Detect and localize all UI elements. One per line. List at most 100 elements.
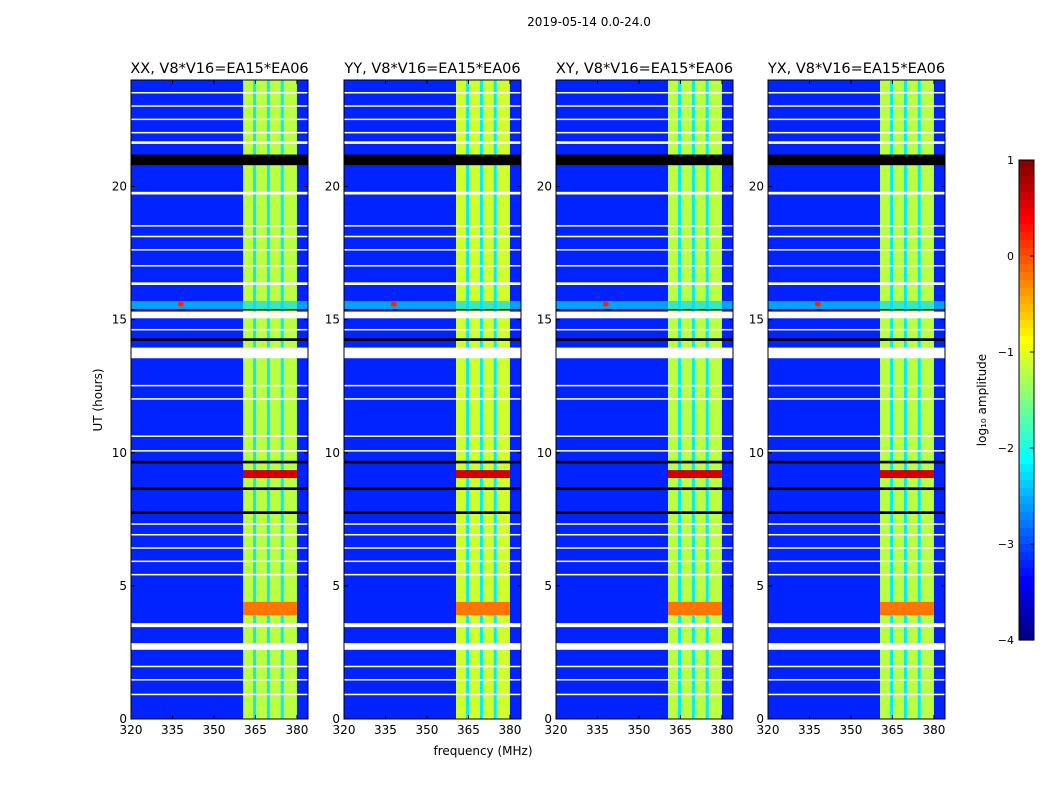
- colorbar-frame: [1018, 159, 1035, 641]
- colorbar-segment: [1019, 488, 1034, 497]
- flagged-row: [344, 105, 521, 107]
- colorbar-segment: [1019, 304, 1034, 313]
- flagged-row: [344, 347, 521, 359]
- x-tick-label: 365: [881, 723, 904, 737]
- flagged-row: [768, 347, 945, 359]
- x-tick-label: 365: [244, 723, 267, 737]
- colorbar-segment: [1019, 520, 1034, 529]
- flagged-row: [344, 235, 521, 238]
- rfi-spike: [390, 300, 397, 307]
- flagged-row: [344, 131, 521, 134]
- colorbar-segment: [1019, 192, 1034, 201]
- dark-row: [556, 338, 733, 341]
- colorbar-segment: [1019, 408, 1034, 417]
- flagged-row: [131, 693, 308, 696]
- flagged-row: [344, 91, 521, 94]
- flagged-row: [556, 328, 733, 331]
- flagged-row: [131, 560, 308, 563]
- dark-row: [344, 154, 521, 166]
- flagged-row: [131, 282, 308, 286]
- x-tick-label: 350: [203, 723, 226, 737]
- panel-1: YY, V8*V16=EA15*EA06 320 335 350 365 380 0 5 10 1…: [325, 61, 522, 737]
- flagged-row: [556, 282, 733, 286]
- flagged-row: [131, 249, 308, 251]
- y-tick-label: 0: [332, 712, 340, 726]
- rfi-spike: [602, 300, 609, 307]
- colorbar-segment: [1019, 616, 1034, 625]
- flagged-row: [556, 693, 733, 696]
- flagged-row: [768, 249, 945, 251]
- x-tick-label: 380: [710, 723, 733, 737]
- dark-row: [131, 511, 308, 514]
- colorbar-segment: [1019, 216, 1034, 225]
- panel-2: XY, V8*V16=EA15*EA06 320 335 350 365 380 0 5 10 1…: [537, 61, 734, 737]
- panel-frame: [555, 79, 734, 720]
- y-tick-label: 20: [112, 180, 127, 194]
- hot-row: [243, 470, 297, 479]
- y-axis-label: UT (hours): [91, 368, 105, 431]
- y-tick-label: 10: [325, 446, 340, 460]
- flagged-row: [131, 523, 308, 525]
- colorbar-segment: [1019, 608, 1034, 617]
- dark-row: [556, 154, 733, 166]
- x-tick-label: 365: [669, 723, 692, 737]
- y-tick-label: 10: [112, 446, 127, 460]
- colorbar-segment: [1019, 288, 1034, 297]
- x-tick-label: 335: [798, 723, 821, 737]
- colorbar-segment: [1019, 624, 1034, 633]
- flagged-row: [556, 450, 733, 452]
- colorbar-tick-label: −4: [998, 634, 1014, 647]
- hot-row: [880, 601, 934, 616]
- flagged-row: [344, 282, 521, 286]
- colorbar-segment: [1019, 584, 1034, 593]
- flagged-row: [556, 435, 733, 437]
- flagged-row: [344, 523, 521, 525]
- colorbar-segment: [1019, 560, 1034, 569]
- flagged-row: [556, 384, 733, 387]
- flagged-row: [131, 435, 308, 437]
- hot-row: [668, 470, 722, 479]
- colorbar-segment: [1019, 536, 1034, 545]
- colorbar-segment: [1019, 552, 1034, 561]
- x-tick-label: 380: [285, 723, 308, 737]
- flagged-row: [131, 118, 308, 121]
- flagged-row: [768, 384, 945, 387]
- colorbar-segment: [1019, 472, 1034, 481]
- flagged-row: [768, 533, 945, 536]
- colorbar-tick-label: 1: [1007, 154, 1014, 167]
- colorbar-segment: [1019, 568, 1034, 577]
- panel-title: YY, V8*V16=EA15*EA06: [343, 61, 520, 77]
- flagged-row: [344, 679, 521, 681]
- hot-row: [456, 601, 510, 616]
- flagged-row: [768, 265, 945, 267]
- x-tick-label: 335: [586, 723, 609, 737]
- flagged-row: [556, 398, 733, 400]
- flagged-row: [556, 679, 733, 681]
- flagged-row: [556, 523, 733, 525]
- flagged-row: [131, 450, 308, 452]
- dark-row: [768, 460, 945, 464]
- colorbar-segment: [1019, 200, 1034, 209]
- flagged-row: [131, 665, 308, 668]
- y-tick-label: 15: [537, 313, 552, 327]
- hot-row: [456, 470, 510, 479]
- colorbar-segment: [1019, 224, 1034, 233]
- colorbar-segment: [1019, 312, 1034, 321]
- flagged-row: [131, 235, 308, 238]
- flagged-row: [131, 105, 308, 107]
- colorbar-segment: [1019, 480, 1034, 489]
- flagged-row: [344, 141, 521, 144]
- flagged-row: [768, 547, 945, 549]
- dark-row: [344, 460, 521, 464]
- x-tick-label: 350: [628, 723, 651, 737]
- flagged-row: [344, 435, 521, 437]
- flagged-row: [556, 547, 733, 549]
- y-tick-label: 10: [537, 446, 552, 460]
- y-tick-label: 15: [749, 313, 764, 327]
- y-tick-label: 5: [332, 579, 340, 593]
- y-tick-label: 0: [756, 712, 764, 726]
- dark-row: [131, 460, 308, 464]
- dark-row: [556, 511, 733, 514]
- flagged-row: [768, 105, 945, 107]
